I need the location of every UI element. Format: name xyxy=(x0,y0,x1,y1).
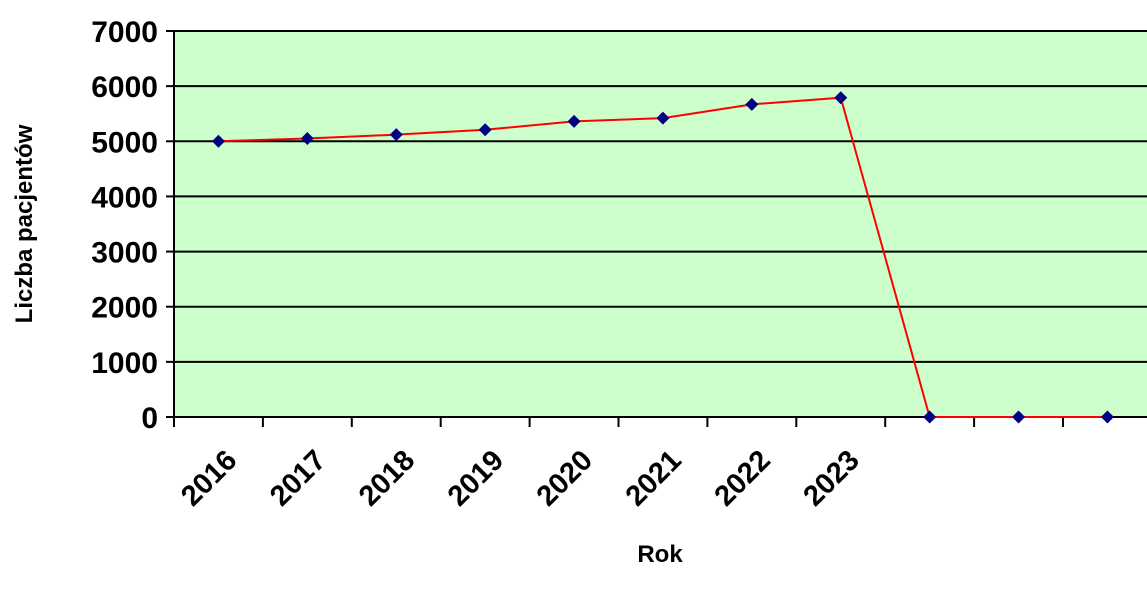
y-tick-label: 0 xyxy=(141,402,158,435)
x-tick-labels: 2016 2017 2018 2019 2020 2021 2022 2023 xyxy=(175,444,866,512)
data-point-marker xyxy=(478,123,492,137)
y-tick-label: 1000 xyxy=(91,347,158,380)
data-point-marker xyxy=(567,114,581,128)
x-tick-label: 2016 xyxy=(175,444,243,512)
x-tick-label: 2019 xyxy=(442,444,510,512)
y-tick-label: 4000 xyxy=(91,181,158,214)
y-tick-label: 3000 xyxy=(91,237,158,270)
gridlines xyxy=(166,30,1147,418)
data-point-marker xyxy=(211,134,225,148)
data-point-marker xyxy=(1012,410,1026,424)
data-point-marker xyxy=(745,97,759,111)
plot-area xyxy=(174,31,1147,417)
x-tick-label: 2020 xyxy=(531,444,599,512)
x-axis-title: Rok xyxy=(637,541,683,568)
series-layer xyxy=(211,91,1114,424)
x-tick-label: 2017 xyxy=(264,444,332,512)
data-point-marker xyxy=(656,111,670,125)
x-tick-label: 2018 xyxy=(353,444,421,512)
y-tick-label: 5000 xyxy=(91,126,158,159)
y-axis-title: Liczba pacjentów xyxy=(11,124,38,323)
x-tick-label: 2022 xyxy=(709,444,777,512)
data-point-marker xyxy=(923,410,937,424)
x-tick-label: 2021 xyxy=(620,444,688,512)
y-tick-label: 2000 xyxy=(91,292,158,325)
y-tick-labels: 0 1000 2000 3000 4000 5000 6000 7000 xyxy=(91,16,158,435)
data-point-marker xyxy=(834,91,848,105)
data-point-marker xyxy=(389,128,403,142)
data-point-marker xyxy=(1100,410,1114,424)
y-tick-label: 7000 xyxy=(91,16,158,49)
x-tick-label: 2023 xyxy=(797,444,865,512)
data-point-marker xyxy=(300,132,314,146)
y-tick-label: 6000 xyxy=(91,71,158,104)
